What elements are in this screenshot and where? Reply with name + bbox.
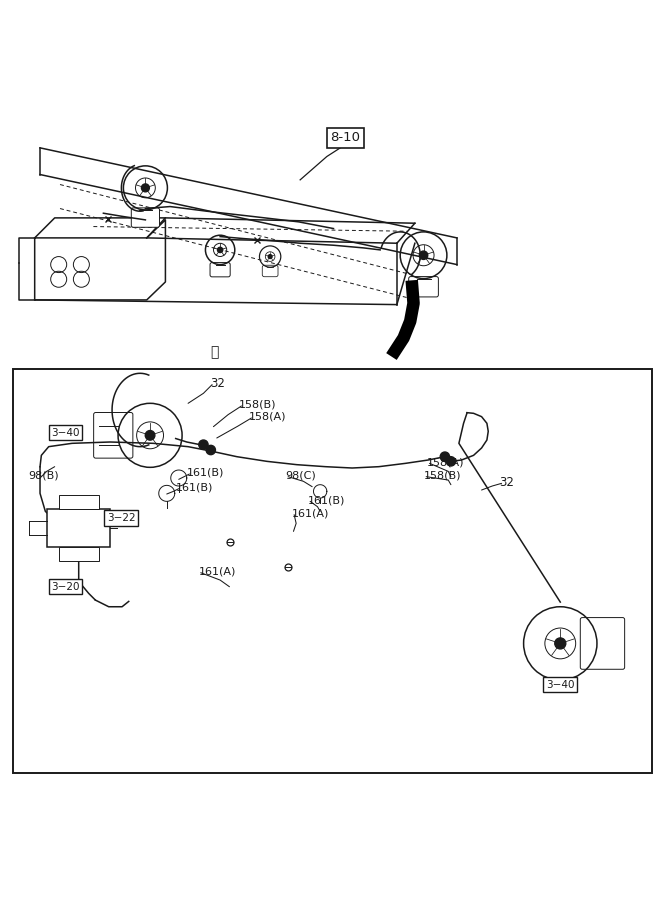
Circle shape (268, 255, 272, 258)
Text: 158(B): 158(B) (424, 471, 461, 481)
Text: 161(A): 161(A) (199, 566, 236, 576)
Text: 32: 32 (499, 475, 514, 489)
FancyBboxPatch shape (409, 276, 438, 297)
Circle shape (555, 638, 566, 649)
Bar (47, 509, 110, 546)
Text: 3−22: 3−22 (107, 513, 135, 523)
Text: 158(B): 158(B) (239, 400, 276, 410)
Text: 161(B): 161(B) (308, 495, 346, 505)
Text: 161(B): 161(B) (187, 468, 224, 478)
Circle shape (420, 251, 428, 259)
Bar (59, 546, 99, 562)
Text: 158(A): 158(A) (427, 457, 464, 467)
Text: 8-10: 8-10 (331, 131, 360, 144)
Bar (13, 369, 652, 773)
Text: 32: 32 (210, 377, 225, 390)
FancyBboxPatch shape (131, 208, 159, 228)
Circle shape (145, 430, 155, 440)
Text: 158(A): 158(A) (249, 411, 286, 421)
FancyBboxPatch shape (580, 617, 624, 670)
Text: 3−20: 3−20 (51, 581, 79, 591)
Circle shape (446, 456, 456, 466)
FancyBboxPatch shape (210, 263, 230, 277)
Text: Ⓐ: Ⓐ (211, 345, 219, 359)
Circle shape (141, 184, 149, 192)
Text: 3−40: 3−40 (51, 428, 79, 437)
Circle shape (199, 440, 208, 449)
Circle shape (440, 452, 450, 462)
Bar (59, 495, 99, 509)
Text: 161(B): 161(B) (176, 482, 213, 492)
Circle shape (217, 248, 223, 253)
Text: 98(C): 98(C) (285, 471, 316, 481)
FancyBboxPatch shape (93, 412, 133, 458)
Text: 98(B): 98(B) (28, 471, 59, 481)
Text: 3−40: 3−40 (546, 680, 574, 689)
FancyBboxPatch shape (262, 266, 278, 276)
Circle shape (206, 446, 215, 454)
Text: 161(A): 161(A) (292, 508, 329, 518)
